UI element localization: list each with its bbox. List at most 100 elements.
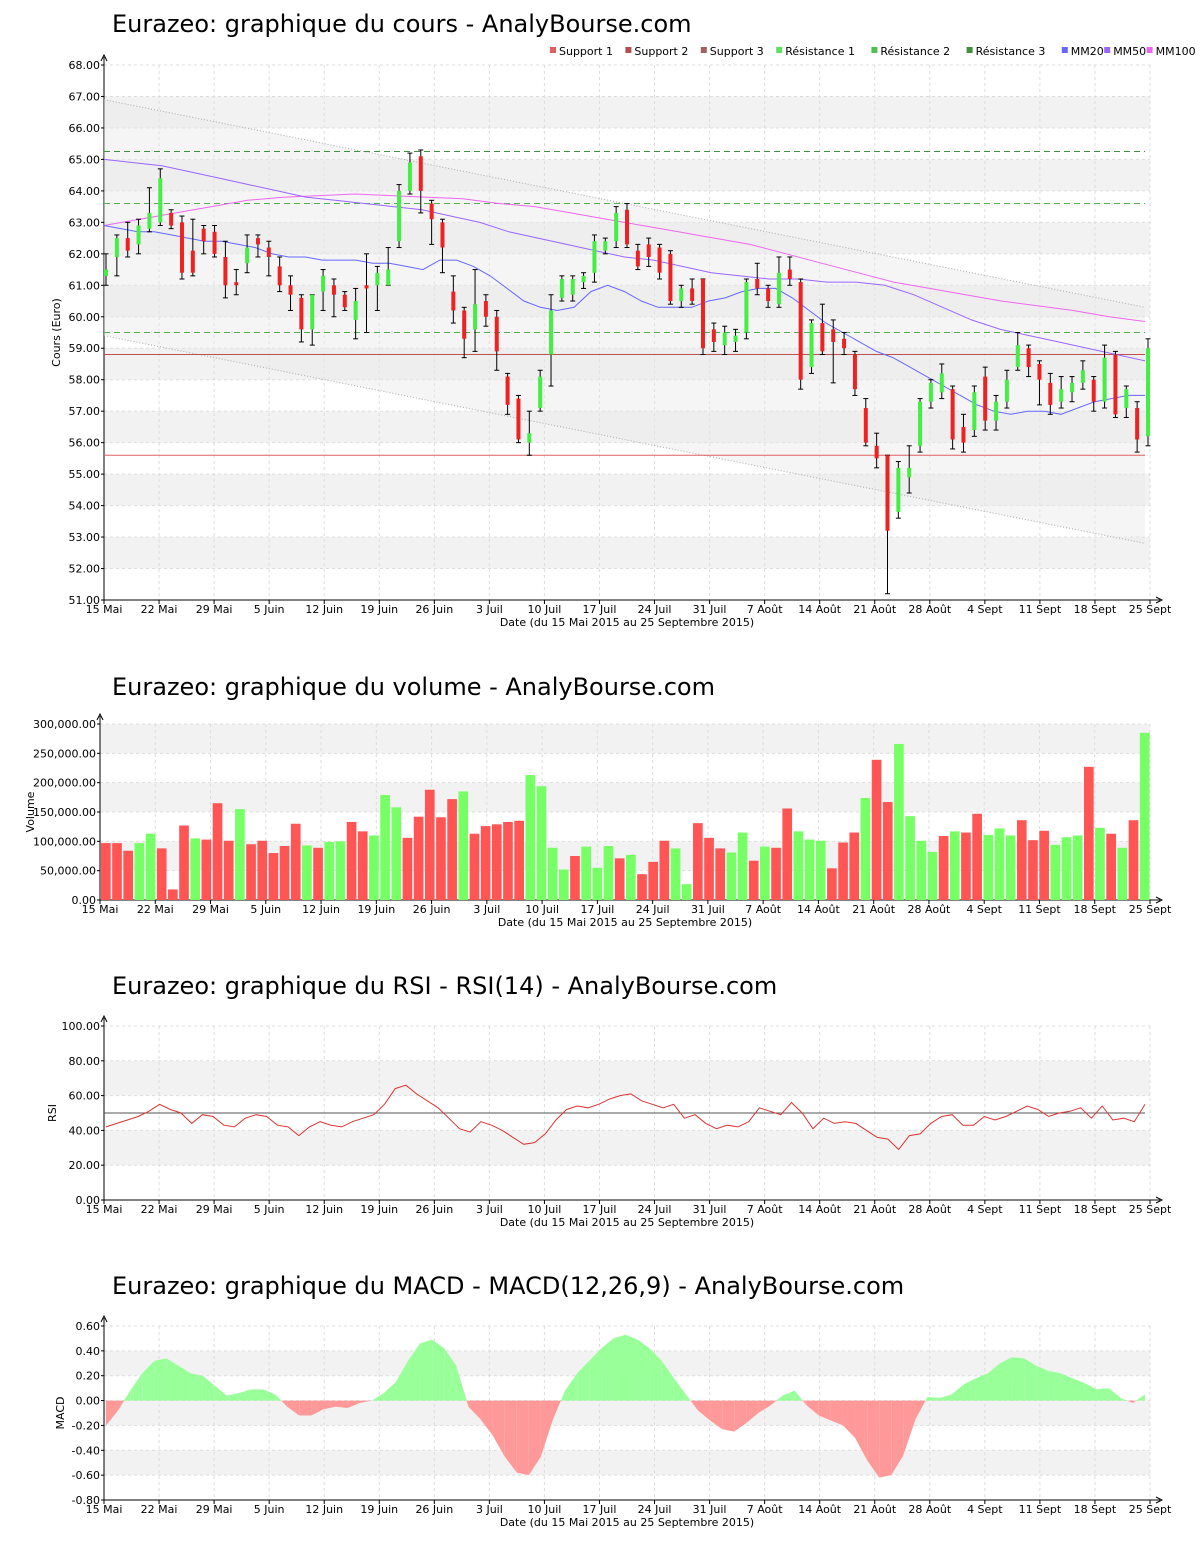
volume-bar <box>793 831 804 900</box>
volume-bar <box>693 823 703 900</box>
macd-area-negative <box>690 1400 698 1411</box>
volume-bar <box>882 802 893 900</box>
x-tick-label: 4 Sept <box>967 1203 1003 1216</box>
x-tick-label: 10 Juil <box>528 1503 562 1516</box>
y-tick-label: 66.00 <box>69 122 101 135</box>
candle-body <box>722 332 727 346</box>
volume-bar <box>268 853 279 900</box>
x-tick-label: 31 Juil <box>691 903 725 916</box>
y-axis-label: RSI <box>46 1104 59 1122</box>
candle-body <box>451 291 456 311</box>
x-tick-label: 7 Août <box>747 1203 784 1216</box>
y-tick-label: -0.20 <box>72 1419 100 1432</box>
volume-bar <box>246 844 256 900</box>
macd-area-positive <box>1024 1358 1037 1401</box>
volume-bar <box>324 841 335 900</box>
volume-bar <box>525 775 536 900</box>
macd-area-positive <box>371 1393 384 1401</box>
x-tick-label: 25 Sept <box>1129 1203 1172 1216</box>
y-tick-label: 62.00 <box>69 248 101 261</box>
macd-area-negative <box>915 1400 926 1420</box>
volume-bar <box>257 840 268 900</box>
volume-bar <box>503 821 513 900</box>
x-tick-label: 31 Juil <box>693 1503 727 1516</box>
volume-bar <box>112 843 122 900</box>
x-tick-label: 14 Août <box>798 1203 842 1216</box>
candle-body <box>950 389 955 440</box>
macd-area-negative <box>492 1400 505 1457</box>
y-tick-label: 0.00 <box>76 1395 101 1408</box>
y-tick-label: 100.00 <box>62 1020 101 1033</box>
x-tick-label: 18 Sept <box>1073 903 1116 916</box>
volume-bar <box>748 860 759 900</box>
candle-body <box>592 241 597 273</box>
volume-bar <box>972 813 982 900</box>
macd-area-positive <box>124 1390 131 1401</box>
price-chart-panel: Eurazeo: graphique du cours - AnalyBours… <box>0 0 1200 640</box>
candle-body <box>255 238 260 245</box>
volume-bar <box>302 845 312 900</box>
macd-area-negative <box>746 1400 759 1423</box>
legend-swatch <box>550 47 556 53</box>
volume-bar <box>849 832 860 900</box>
macd-area-positive <box>1048 1370 1061 1401</box>
x-tick-label: 4 Sept <box>966 903 1002 916</box>
volume-bar <box>335 841 346 900</box>
x-tick-label: 25 Sept <box>1129 903 1172 916</box>
volume-bar <box>1005 835 1016 900</box>
x-tick-label: 25 Sept <box>1129 1503 1172 1516</box>
mm20-line <box>103 225 1145 415</box>
candle-body <box>700 279 705 349</box>
background-band <box>104 1130 1150 1166</box>
x-tick-label: 28 Août <box>908 1503 952 1516</box>
macd-area-negative <box>734 1400 747 1432</box>
candle-body <box>212 231 217 254</box>
volume-bar <box>235 809 245 900</box>
candle-body <box>407 162 412 191</box>
macd-area-negative <box>540 1400 554 1457</box>
candle-body <box>386 269 391 286</box>
candle-body <box>885 455 890 531</box>
y-axis-label: Cours (Euro) <box>50 298 63 367</box>
volume-bar <box>123 850 134 900</box>
macd-area-positive <box>226 1393 239 1401</box>
candle-body <box>1015 345 1020 368</box>
candle-body <box>690 288 695 302</box>
macd-area-positive <box>214 1385 227 1401</box>
candle-body <box>1048 382 1053 405</box>
candle-body <box>538 376 543 409</box>
volume-bar <box>860 797 871 900</box>
candle-body <box>972 392 977 431</box>
candle-body <box>646 244 651 257</box>
macd-area-positive <box>1084 1383 1097 1401</box>
candle-body <box>635 250 640 267</box>
candle-body <box>245 247 250 264</box>
volume-bar <box>570 856 580 900</box>
macd-area-positive <box>939 1394 952 1401</box>
macd-area-negative <box>806 1400 819 1416</box>
y-tick-label: 20.00 <box>69 1159 101 1172</box>
macd-area-negative <box>311 1400 324 1416</box>
macd-area-negative <box>480 1400 493 1436</box>
volume-bar <box>480 826 491 900</box>
candle-body <box>668 253 673 302</box>
macd-area-negative <box>903 1400 916 1456</box>
volume-bar <box>290 823 301 900</box>
volume-bar <box>179 825 189 900</box>
candle-body <box>1080 370 1085 383</box>
rsi-chart-title: Eurazeo: graphique du RSI - RSI(14) - An… <box>112 972 778 1000</box>
volume-bar <box>938 836 949 900</box>
volume-bar <box>168 889 178 900</box>
candle-body <box>820 323 825 352</box>
macd-area-positive <box>395 1360 409 1401</box>
x-tick-label: 17 Juil <box>583 603 617 616</box>
candle-body <box>581 275 586 283</box>
volume-bar <box>156 848 167 900</box>
macd-area-negative <box>359 1400 372 1404</box>
x-tick-label: 19 Juin <box>360 603 398 616</box>
background-band <box>104 474 1150 506</box>
macd-area-positive <box>794 1390 803 1401</box>
macd-area-positive <box>190 1373 203 1401</box>
volume-bar <box>681 884 692 900</box>
macd-area-negative <box>867 1400 880 1478</box>
